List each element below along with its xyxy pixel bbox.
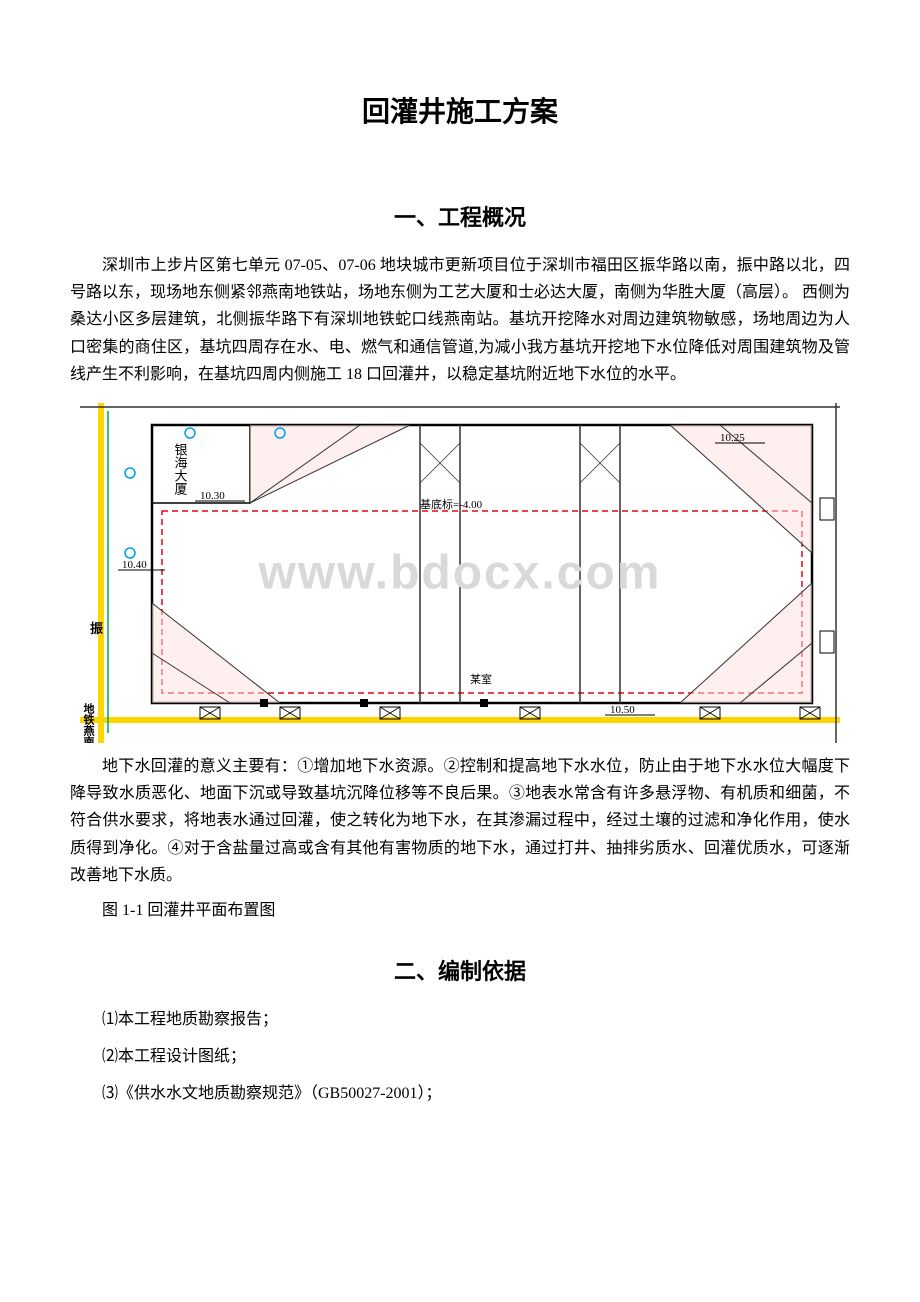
road-label-left: 振	[90, 621, 103, 636]
road-bottom	[80, 717, 840, 723]
section1-para2: 地下水回灌的意义主要有：①增加地下水资源。②控制和提高地下水水位，防止由于地下水…	[70, 753, 850, 889]
marker-sq-2	[360, 699, 368, 707]
marker-sq-1	[260, 699, 268, 707]
marker-sq-3	[480, 699, 488, 707]
right-box-2	[820, 498, 834, 520]
site-plan-svg: 10.30 10.40 10.25 10.50 基底标=-4.00 银海大厦 振…	[80, 403, 840, 743]
elev-label-4: 10.50	[610, 704, 635, 716]
elev-label-1: 10.30	[200, 490, 225, 502]
road-left	[98, 403, 104, 743]
section2-heading: 二、编制依据	[70, 954, 850, 986]
right-box	[820, 631, 834, 653]
room-label: 某室	[470, 672, 492, 686]
well-1	[185, 428, 195, 438]
document-title: 回灌井施工方案	[70, 90, 850, 130]
elev-label-2: 10.40	[122, 559, 147, 571]
building-label-left: 银海大厦	[173, 443, 188, 495]
section2-item3: ⑶《供水水文地质勘察规范》（GB50027-2001）；	[70, 1080, 850, 1107]
elev-label-3: 10.25	[720, 432, 745, 444]
well-4	[125, 548, 135, 558]
site-plan-figure: www.bdocx.com	[70, 403, 850, 743]
red-dashed-boundary	[162, 511, 802, 693]
depth-label: 基底标=-4.00	[420, 497, 483, 511]
section1-para1: 深圳市上步片区第七单元 07-05、07-06 地块城市更新项目位于深圳市福田区…	[70, 252, 850, 388]
section2-item1: ⑴本工程地质勘察报告；	[70, 1006, 850, 1033]
figure-caption: 图 1-1 回灌井平面布置图	[70, 897, 850, 924]
section1-heading: 一、工程概况	[70, 200, 850, 232]
section2-item2: ⑵本工程设计图纸；	[70, 1043, 850, 1070]
well-3	[125, 468, 135, 478]
station-label: 地铁燕南站	[82, 702, 95, 743]
